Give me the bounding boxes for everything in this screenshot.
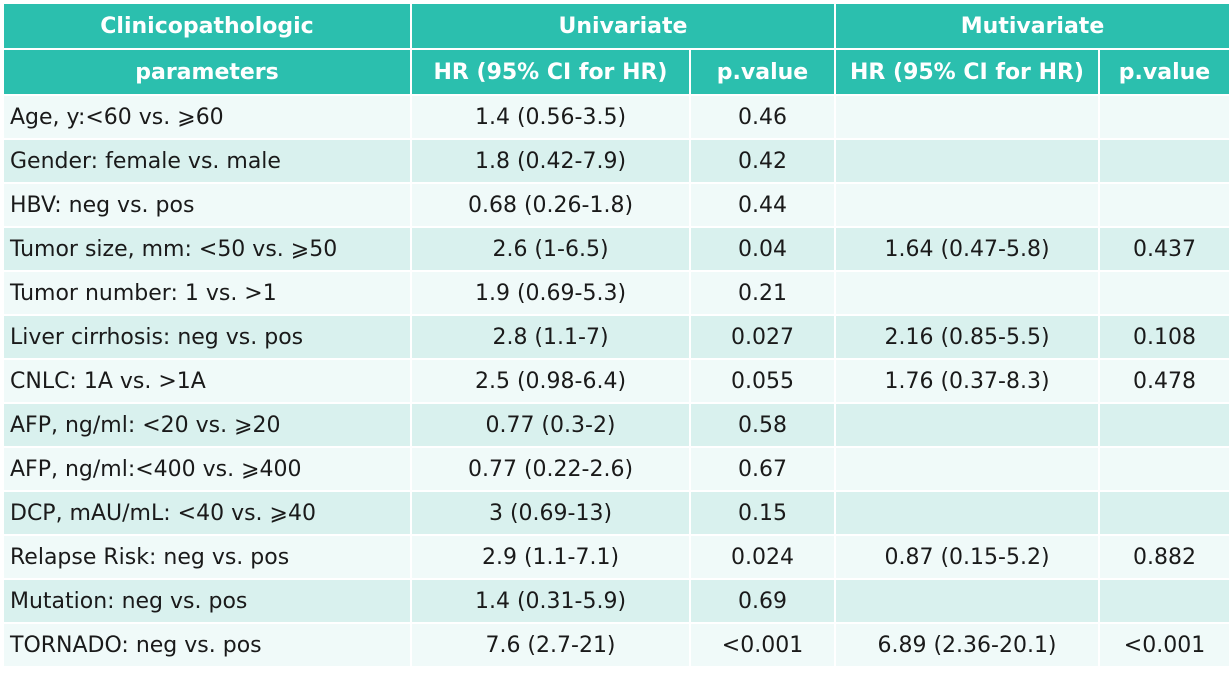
table-row: Gender: female vs. male 1.8 (0.42-7.9) 0… bbox=[2, 138, 1231, 184]
uni-hr-cell: 1.8 (0.42-7.9) bbox=[410, 138, 691, 184]
multi-hr-cell: 6.89 (2.36-20.1) bbox=[834, 622, 1100, 668]
uni-p-cell: 0.69 bbox=[689, 578, 836, 624]
uni-p-cell: 0.67 bbox=[689, 446, 836, 492]
table-row: DCP, mAU/mL: <40 vs. ⩾40 3 (0.69-13) 0.1… bbox=[2, 490, 1231, 536]
multi-hr-cell bbox=[834, 94, 1100, 140]
multi-hr-cell bbox=[834, 270, 1100, 316]
multi-hr-cell bbox=[834, 402, 1100, 448]
header-multi-p: p.value bbox=[1097, 48, 1231, 96]
uni-hr-cell: 3 (0.69-13) bbox=[410, 490, 691, 536]
param-cell: Liver cirrhosis: neg vs. pos bbox=[2, 314, 412, 360]
header-param-bottom: parameters bbox=[2, 48, 412, 96]
param-cell: Tumor size, mm: <50 vs. ⩾50 bbox=[2, 226, 412, 272]
header-multivariate: Mutivariate bbox=[833, 2, 1231, 50]
uni-p-cell: 0.15 bbox=[689, 490, 836, 536]
param-cell: AFP, ng/ml: <20 vs. ⩾20 bbox=[2, 402, 412, 448]
multi-p-cell bbox=[1097, 94, 1231, 140]
cox-regression-table: Clinicopathologic Univariate Mutivariate… bbox=[2, 2, 1231, 668]
multi-hr-cell: 1.76 (0.37-8.3) bbox=[834, 358, 1100, 404]
multi-p-cell bbox=[1097, 446, 1231, 492]
multi-p-cell bbox=[1097, 182, 1231, 228]
uni-hr-cell: 0.77 (0.3-2) bbox=[410, 402, 691, 448]
table-row: CNLC: 1A vs. >1A 2.5 (0.98-6.4) 0.055 1.… bbox=[2, 358, 1231, 404]
table-row: Tumor size, mm: <50 vs. ⩾50 2.6 (1-6.5) … bbox=[2, 226, 1231, 272]
uni-hr-cell: 2.6 (1-6.5) bbox=[410, 226, 691, 272]
multi-hr-cell bbox=[834, 578, 1100, 624]
multi-p-cell bbox=[1097, 578, 1231, 624]
multi-p-cell bbox=[1097, 490, 1231, 536]
table-row: Relapse Risk: neg vs. pos 2.9 (1.1-7.1) … bbox=[2, 534, 1231, 580]
uni-hr-cell: 0.68 (0.26-1.8) bbox=[410, 182, 691, 228]
multi-hr-cell bbox=[834, 446, 1100, 492]
table-row: Liver cirrhosis: neg vs. pos 2.8 (1.1-7)… bbox=[2, 314, 1231, 360]
header-univariate: Univariate bbox=[410, 2, 836, 50]
uni-p-cell: 0.027 bbox=[689, 314, 836, 360]
multi-p-cell bbox=[1097, 402, 1231, 448]
multi-p-cell: 0.478 bbox=[1097, 358, 1231, 404]
uni-hr-cell: 0.77 (0.22-2.6) bbox=[410, 446, 691, 492]
uni-p-cell: 0.44 bbox=[689, 182, 836, 228]
table-header: Clinicopathologic Univariate Mutivariate… bbox=[2, 2, 1231, 96]
uni-p-cell: 0.055 bbox=[689, 358, 836, 404]
header-uni-hr: HR (95% CI for HR) bbox=[410, 48, 691, 96]
multi-hr-cell: 0.87 (0.15-5.2) bbox=[834, 534, 1100, 580]
header-multi-hr: HR (95% CI for HR) bbox=[834, 48, 1100, 96]
header-param-top: Clinicopathologic bbox=[2, 2, 412, 50]
multi-p-cell bbox=[1097, 138, 1231, 184]
multi-hr-cell: 1.64 (0.47-5.8) bbox=[834, 226, 1100, 272]
multi-p-cell bbox=[1097, 270, 1231, 316]
uni-hr-cell: 2.5 (0.98-6.4) bbox=[410, 358, 691, 404]
multi-p-cell: 0.437 bbox=[1097, 226, 1231, 272]
uni-hr-cell: 7.6 (2.7-21) bbox=[410, 622, 691, 668]
param-cell: Relapse Risk: neg vs. pos bbox=[2, 534, 412, 580]
table-row: TORNADO: neg vs. pos 7.6 (2.7-21) <0.001… bbox=[2, 622, 1231, 668]
uni-p-cell: 0.21 bbox=[689, 270, 836, 316]
multi-p-cell: 0.108 bbox=[1097, 314, 1231, 360]
table-row: AFP, ng/ml:<400 vs. ⩾400 0.77 (0.22-2.6)… bbox=[2, 446, 1231, 492]
param-cell: DCP, mAU/mL: <40 vs. ⩾40 bbox=[2, 490, 412, 536]
multi-hr-cell bbox=[834, 182, 1100, 228]
table-row: Age, y:<60 vs. ⩾60 1.4 (0.56-3.5) 0.46 bbox=[2, 94, 1231, 140]
uni-hr-cell: 1.9 (0.69-5.3) bbox=[410, 270, 691, 316]
uni-hr-cell: 2.9 (1.1-7.1) bbox=[410, 534, 691, 580]
uni-hr-cell: 1.4 (0.31-5.9) bbox=[410, 578, 691, 624]
header-row-1: Clinicopathologic Univariate Mutivariate bbox=[2, 2, 1231, 50]
table-row: AFP, ng/ml: <20 vs. ⩾20 0.77 (0.3-2) 0.5… bbox=[2, 402, 1231, 448]
param-cell: Age, y:<60 vs. ⩾60 bbox=[2, 94, 412, 140]
table-row: Mutation: neg vs. pos 1.4 (0.31-5.9) 0.6… bbox=[2, 578, 1231, 624]
header-uni-p: p.value bbox=[689, 48, 836, 96]
param-cell: Gender: female vs. male bbox=[2, 138, 412, 184]
multi-hr-cell bbox=[834, 138, 1100, 184]
uni-p-cell: 0.42 bbox=[689, 138, 836, 184]
table-body: Age, y:<60 vs. ⩾60 1.4 (0.56-3.5) 0.46 G… bbox=[2, 94, 1231, 668]
uni-p-cell: 0.46 bbox=[689, 94, 836, 140]
uni-p-cell: 0.04 bbox=[689, 226, 836, 272]
multi-hr-cell: 2.16 (0.85-5.5) bbox=[834, 314, 1100, 360]
header-row-2: parameters HR (95% CI for HR) p.value HR… bbox=[2, 48, 1231, 96]
param-cell: CNLC: 1A vs. >1A bbox=[2, 358, 412, 404]
multi-p-cell: 0.882 bbox=[1097, 534, 1231, 580]
param-cell: AFP, ng/ml:<400 vs. ⩾400 bbox=[2, 446, 412, 492]
param-cell: Mutation: neg vs. pos bbox=[2, 578, 412, 624]
param-cell: HBV: neg vs. pos bbox=[2, 182, 412, 228]
table-row: Tumor number: 1 vs. >1 1.9 (0.69-5.3) 0.… bbox=[2, 270, 1231, 316]
uni-p-cell: <0.001 bbox=[689, 622, 836, 668]
param-cell: TORNADO: neg vs. pos bbox=[2, 622, 412, 668]
uni-p-cell: 0.58 bbox=[689, 402, 836, 448]
uni-p-cell: 0.024 bbox=[689, 534, 836, 580]
table-row: HBV: neg vs. pos 0.68 (0.26-1.8) 0.44 bbox=[2, 182, 1231, 228]
uni-hr-cell: 1.4 (0.56-3.5) bbox=[410, 94, 691, 140]
uni-hr-cell: 2.8 (1.1-7) bbox=[410, 314, 691, 360]
multi-p-cell: <0.001 bbox=[1097, 622, 1231, 668]
multi-hr-cell bbox=[834, 490, 1100, 536]
param-cell: Tumor number: 1 vs. >1 bbox=[2, 270, 412, 316]
